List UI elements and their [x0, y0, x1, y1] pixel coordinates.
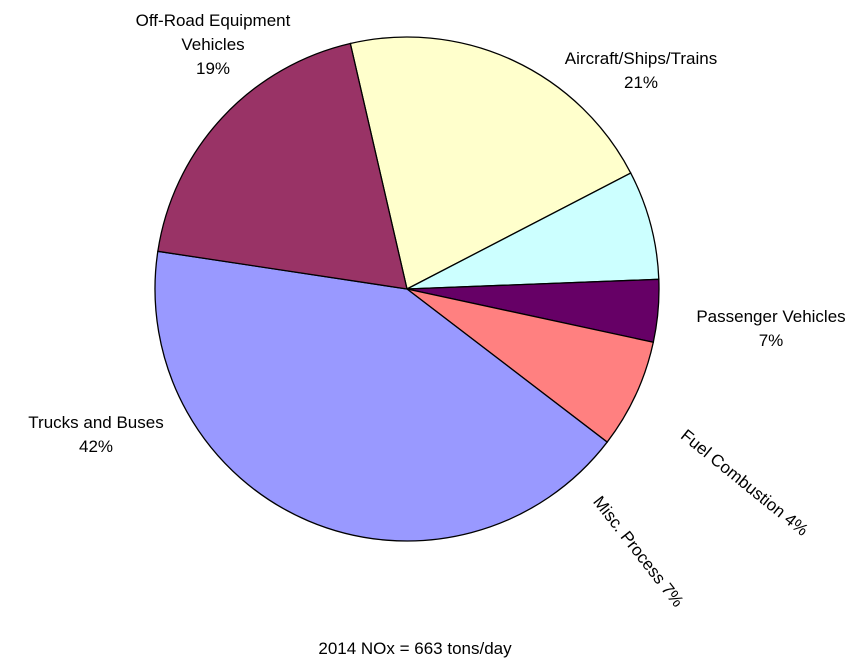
- slice-label-line: Misc. Process 7%: [589, 493, 687, 611]
- slice-label-line: 19%: [196, 59, 230, 78]
- pie-slice-passenger-vehicles: [406, 172, 660, 290]
- slice-label-passenger-vehicles: Passenger Vehicles 7%: [696, 307, 845, 350]
- slice-label-line: Fuel Combustion 4%: [677, 426, 812, 540]
- slice-label-line: Passenger Vehicles: [696, 307, 845, 326]
- slice-label-line: Vehicles: [181, 35, 244, 54]
- slice-label-fuel-combustion: Fuel Combustion 4%: [677, 426, 812, 540]
- slice-label-aircraft-ships-trains: Aircraft/Ships/Trains 21%: [565, 49, 717, 92]
- pie-slice-trucks-and-buses: [154, 250, 609, 542]
- slice-label-line: 7%: [759, 331, 784, 350]
- slice-label-line: 42%: [79, 437, 113, 456]
- slice-label-line: Off-Road Equipment: [136, 11, 291, 30]
- slice-label-line: 21%: [624, 73, 658, 92]
- chart-caption: 2014 NOx = 663 tons/day: [318, 639, 512, 658]
- slice-label-misc-process: Misc. Process 7%: [589, 493, 687, 611]
- pie-slice-off-road-equipment-vehicles: [157, 42, 408, 290]
- slice-label-trucks-and-buses: Trucks and Buses 42%: [28, 413, 163, 456]
- slice-label-off-road-equipment-vehicles: Off-Road Equipment Vehicles 19%: [136, 11, 291, 78]
- pie-slice-aircraft-ships-trains: [349, 36, 632, 290]
- pie-slice-misc-process: [406, 288, 655, 443]
- slice-label-line: Aircraft/Ships/Trains: [565, 49, 717, 68]
- pie-slices: [154, 36, 660, 542]
- slice-label-line: Trucks and Buses: [28, 413, 163, 432]
